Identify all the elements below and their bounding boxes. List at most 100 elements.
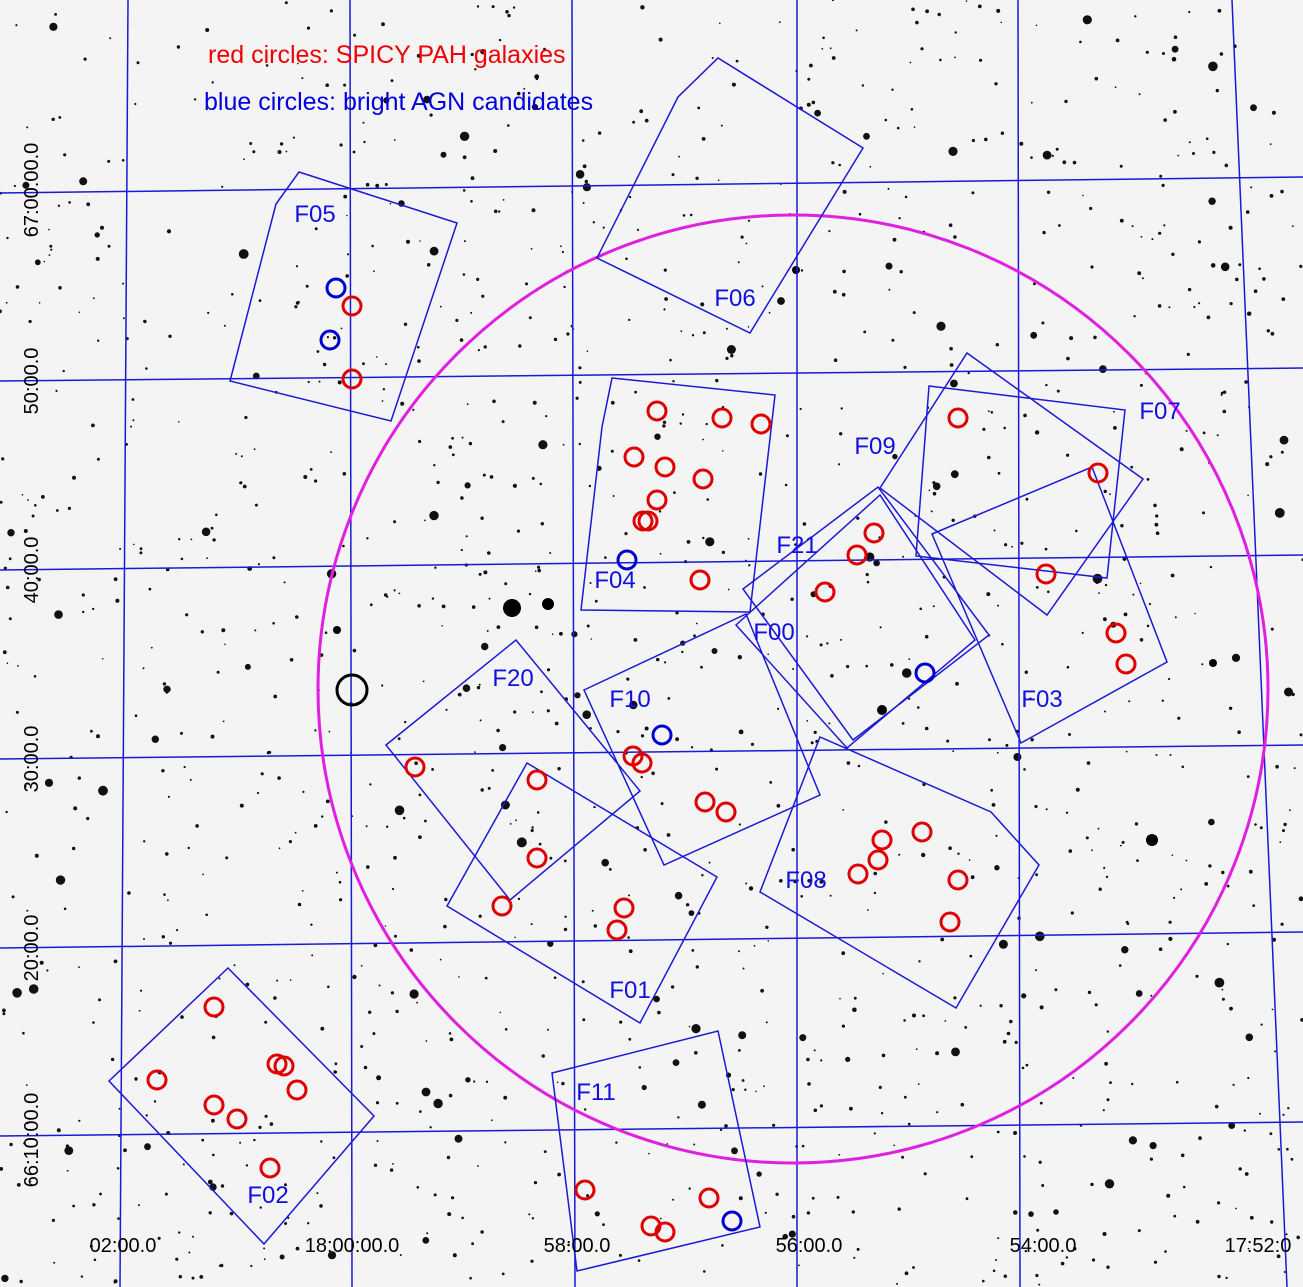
star (50, 249, 52, 251)
star (1172, 57, 1177, 62)
dec-label: 66:10:00.0 (21, 1093, 43, 1188)
star (1066, 357, 1070, 361)
star (321, 815, 323, 817)
star (917, 706, 920, 709)
star (648, 1153, 650, 1155)
star (841, 951, 845, 955)
star (972, 139, 975, 142)
star (96, 734, 100, 738)
star (488, 787, 491, 790)
star (574, 692, 580, 698)
star (1150, 1158, 1153, 1161)
star (29, 984, 39, 994)
star (625, 258, 628, 261)
star (739, 823, 741, 825)
star (1182, 766, 1185, 769)
star (918, 1083, 920, 1085)
star (828, 722, 830, 724)
star (177, 45, 180, 48)
star (1067, 666, 1070, 669)
star (424, 520, 426, 522)
star (49, 254, 51, 256)
star (809, 64, 813, 68)
star (542, 1054, 545, 1057)
star (748, 326, 750, 328)
star (505, 10, 509, 14)
star (66, 1144, 69, 1147)
star (532, 208, 536, 212)
star (463, 273, 466, 276)
star (802, 1145, 805, 1148)
star (663, 308, 665, 310)
star (642, 1085, 647, 1090)
star (261, 772, 264, 775)
star (1036, 586, 1039, 589)
star (280, 1255, 285, 1260)
star (990, 789, 993, 792)
star (721, 125, 723, 127)
star (1035, 1274, 1038, 1277)
star (1215, 1105, 1219, 1109)
star (641, 734, 644, 737)
star (759, 472, 762, 475)
star (902, 668, 912, 678)
star (1007, 1032, 1011, 1036)
star (566, 332, 569, 335)
star (1103, 1109, 1105, 1111)
star (410, 948, 414, 952)
star (39, 302, 41, 304)
star (1229, 707, 1232, 710)
star (477, 5, 479, 7)
star (807, 103, 811, 107)
star (564, 928, 567, 931)
star (231, 293, 234, 296)
star (842, 270, 846, 274)
star (391, 991, 394, 994)
star (777, 804, 781, 808)
star (730, 354, 733, 357)
star (702, 137, 706, 141)
star (1121, 946, 1128, 953)
star (176, 929, 178, 931)
star (903, 1019, 906, 1022)
star (830, 674, 834, 678)
star (165, 1193, 168, 1196)
star (1274, 1050, 1276, 1052)
star (481, 643, 488, 650)
star (1281, 451, 1284, 454)
star (1210, 566, 1212, 568)
star (893, 1145, 895, 1147)
star (529, 316, 532, 319)
star (922, 1014, 925, 1017)
star (1090, 265, 1093, 268)
star (604, 556, 607, 559)
star (1286, 1148, 1289, 1151)
star (167, 229, 171, 233)
star (820, 1104, 823, 1107)
star (246, 1164, 248, 1166)
star (273, 996, 277, 1000)
star (560, 245, 562, 247)
star (539, 843, 542, 846)
star (559, 632, 563, 636)
star (68, 507, 71, 510)
star (56, 875, 65, 884)
star (353, 649, 357, 653)
star (775, 1193, 778, 1196)
star (429, 511, 438, 520)
star (92, 1203, 95, 1206)
star (1247, 775, 1250, 778)
star (702, 537, 704, 539)
star (547, 709, 550, 712)
star (547, 668, 550, 671)
star (692, 334, 694, 336)
star (902, 556, 904, 558)
star (531, 826, 533, 828)
star (90, 730, 93, 733)
star (964, 1026, 967, 1029)
star (301, 77, 303, 79)
star (1246, 1034, 1254, 1042)
star (1208, 198, 1215, 205)
star (1171, 574, 1175, 578)
star (881, 1112, 883, 1114)
